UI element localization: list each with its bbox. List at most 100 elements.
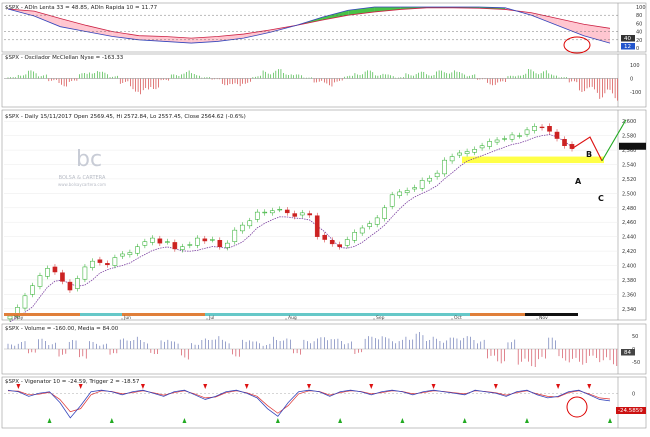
price-period-strip	[470, 313, 525, 316]
mcclellan-panel-frame	[1, 53, 647, 108]
adx-badge-slow-bg	[621, 35, 635, 42]
price-candle-body	[517, 135, 522, 137]
price-candle-body	[247, 220, 253, 227]
price-candle-body	[292, 213, 298, 217]
price-tick-label: 2,460	[622, 220, 636, 226]
adx-fill-segment	[217, 34, 244, 42]
price-candle-body	[524, 129, 530, 135]
price-candle-body	[427, 177, 432, 182]
price-candle-body	[135, 246, 140, 254]
price-candle-body	[479, 145, 485, 149]
adx-tick-label: 20	[636, 38, 642, 44]
vigenator-panel-frame	[1, 376, 647, 429]
price-candle-body	[562, 139, 567, 146]
price-candle-body	[165, 241, 170, 243]
price-candle-body	[202, 238, 208, 242]
price-candle-body	[180, 246, 185, 250]
price-candle-body	[7, 315, 13, 320]
support-zone	[462, 156, 604, 164]
price-candle-body	[367, 223, 372, 227]
volume-badge: 84	[624, 350, 631, 356]
month-label: Jun	[123, 315, 131, 321]
price-candle-body	[502, 138, 507, 140]
price-candle-body	[547, 126, 552, 132]
price-candle-body	[337, 244, 343, 247]
adx-tick-label: 80	[636, 13, 642, 19]
price-tick-label: 2,600	[622, 119, 636, 125]
price-candle-body	[434, 172, 440, 178]
price-candle-body	[105, 263, 110, 266]
sell-signal-arrow	[431, 384, 436, 389]
price-candle-body	[269, 210, 275, 214]
volume-tick-label: -50	[632, 360, 640, 366]
sell-signal-arrow	[587, 384, 592, 389]
mcclellan-panel-label: $SPX - Oscilador McClellan Nyse = -163.3…	[5, 55, 124, 61]
last-price-badge	[619, 142, 646, 150]
price-candle-body	[127, 252, 133, 255]
price-candle-body	[352, 232, 357, 241]
adx-panel-frame	[1, 2, 647, 53]
price-candle-body	[389, 194, 395, 207]
vigenator-badge: -24.5859	[618, 408, 643, 414]
price-panel-label: $SPX - Daily 15/11/2017 Open 2569.45, Hi…	[5, 114, 246, 120]
adx-panel-label: $SPX - ADln Lenta 33 = 48.85, ADln Rapid…	[5, 5, 158, 11]
price-moving-average	[9, 134, 573, 323]
price-candle-body	[52, 266, 58, 273]
sell-signal-arrow	[78, 384, 83, 389]
price-tick-label: 2,480	[622, 206, 636, 212]
month-label: Jul	[208, 315, 214, 321]
price-candle-body	[382, 207, 387, 219]
price-candle-body	[509, 134, 515, 140]
price-period-strip	[380, 313, 470, 316]
price-candle-body	[157, 238, 163, 244]
price-period-strip	[525, 313, 578, 316]
price-candle-body	[284, 209, 290, 214]
sell-signal-arrow	[244, 384, 249, 389]
price-candle-body	[307, 213, 313, 216]
price-candle-body	[299, 212, 305, 216]
mcclellan-tick-label: -100	[630, 90, 641, 96]
price-period-strip	[122, 313, 205, 316]
vigenator-panel-label: $SPX - Vigenator 10 = -24.59, Trigger 2 …	[5, 379, 140, 385]
wave-label-c: C	[598, 194, 604, 203]
projection-up	[601, 119, 627, 162]
price-tick-label: 2,500	[622, 191, 636, 197]
buy-signal-arrow	[47, 418, 52, 423]
adx-fill-segment	[583, 24, 610, 44]
price-candle-body	[344, 239, 350, 246]
sell-signal-arrow	[369, 384, 374, 389]
price-candle-body	[22, 295, 28, 309]
adx-slow-line	[7, 7, 611, 39]
vigenator-highlight-circle	[566, 396, 588, 418]
adx-fill-segment	[374, 7, 401, 12]
adx-tick-label: 0	[636, 46, 639, 52]
sell-signal-arrow	[556, 384, 561, 389]
wave-label-a: A	[575, 177, 582, 186]
volume-panel-label: $SPX - Volume = -160.00, Media = 84.00	[5, 326, 119, 332]
price-candle-body	[142, 241, 148, 246]
price-candle-body	[314, 215, 320, 237]
price-tick-label: 2,580	[622, 134, 636, 140]
price-candle-body	[210, 239, 215, 241]
price-candle-body	[494, 139, 500, 143]
buy-signal-arrow	[400, 418, 405, 423]
price-candle-body	[187, 244, 193, 246]
buy-signal-arrow	[524, 418, 529, 423]
price-candle-body	[262, 211, 268, 214]
adx-fill-segment	[34, 11, 61, 27]
adx-fill-segment	[112, 31, 139, 40]
price-candle-body	[120, 253, 125, 257]
buy-signal-arrow	[109, 418, 114, 423]
adx-fill-segment	[86, 25, 113, 37]
adx-fill-segment	[322, 10, 349, 21]
price-candle-body	[539, 126, 545, 129]
price-candle-body	[419, 180, 425, 189]
price-period-strip	[290, 313, 380, 316]
adx-badge-fast: 12	[624, 44, 631, 50]
buy-signal-arrow	[275, 418, 280, 423]
price-tick-label: 2,560	[622, 148, 636, 154]
buy-signal-arrow	[338, 418, 343, 423]
adx-tick-label: 60	[636, 21, 642, 27]
price-period-strip	[205, 313, 290, 316]
price-candle-body	[457, 152, 462, 156]
